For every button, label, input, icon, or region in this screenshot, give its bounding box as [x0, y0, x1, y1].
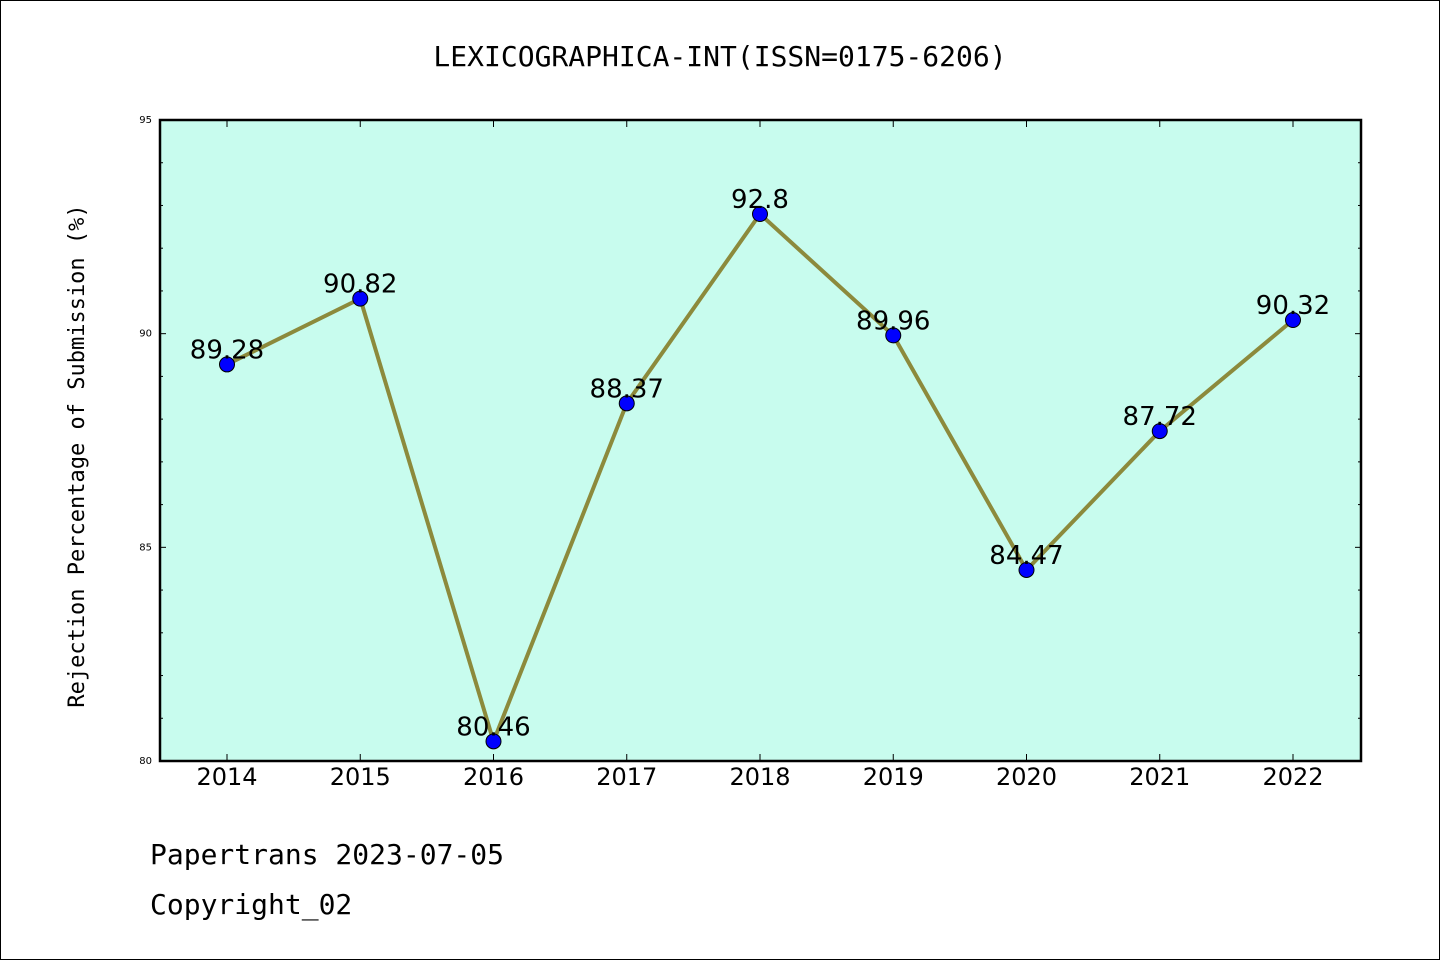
y-tick-label: 85: [139, 542, 152, 553]
footer-copyright-text: Copyright_02: [150, 888, 352, 922]
x-tick-label: 2015: [330, 763, 391, 791]
x-tick-label: 2016: [463, 763, 524, 791]
y-tick-label: 80: [139, 756, 152, 767]
data-point-marker: [352, 290, 369, 307]
y-axis-label: Rejection Percentage of Submission (%): [65, 204, 90, 707]
chart-title: LEXICOGRAPHICA-INT(ISSN=0175-6206): [433, 40, 1006, 73]
x-tick-label: 2021: [1129, 763, 1190, 791]
data-label: 87.72: [1123, 402, 1197, 432]
x-tick-label: 2014: [196, 763, 257, 791]
x-axis-ticks: 2014 2015 2016 2017 2018 2019 2020 2021 2022: [196, 120, 1324, 791]
data-label: 80.46: [456, 712, 530, 742]
y-tick-label: 95: [139, 115, 152, 126]
data-label: 92.8: [731, 185, 789, 215]
x-tick-label: 2018: [729, 763, 790, 791]
data-label: 89.28: [190, 335, 264, 365]
data-point-marker: [885, 327, 902, 344]
data-point-marker: [618, 395, 635, 412]
data-label: 84.47: [989, 541, 1063, 571]
data-point-marker: [1018, 561, 1035, 578]
data-label: 90.82: [323, 270, 397, 300]
x-tick-label: 2017: [596, 763, 657, 791]
plot-area: [158, 118, 1363, 763]
data-point-marker: [1285, 311, 1301, 328]
x-tick-label: 2019: [863, 763, 924, 791]
y-tick-label: 90: [139, 329, 152, 340]
data-point-marker: [219, 356, 235, 373]
x-tick-label: 2020: [996, 763, 1057, 791]
data-point-marker: [752, 206, 768, 223]
data-point-marker: [485, 733, 502, 750]
data-point-marker: [1151, 423, 1168, 440]
data-label: 88.37: [590, 374, 664, 404]
data-label: 89.96: [856, 306, 930, 336]
y-axis-ticks: 80 85 90 95: [139, 115, 1361, 767]
series-line-group: 89.28 90.82 80.46 88.37 92.8 89.96 84.47 87.72 9…: [190, 185, 1330, 750]
x-tick-label: 2022: [1262, 763, 1323, 791]
data-label: 90.32: [1256, 291, 1330, 321]
footer-date-text: Papertrans 2023-07-05: [150, 838, 504, 871]
